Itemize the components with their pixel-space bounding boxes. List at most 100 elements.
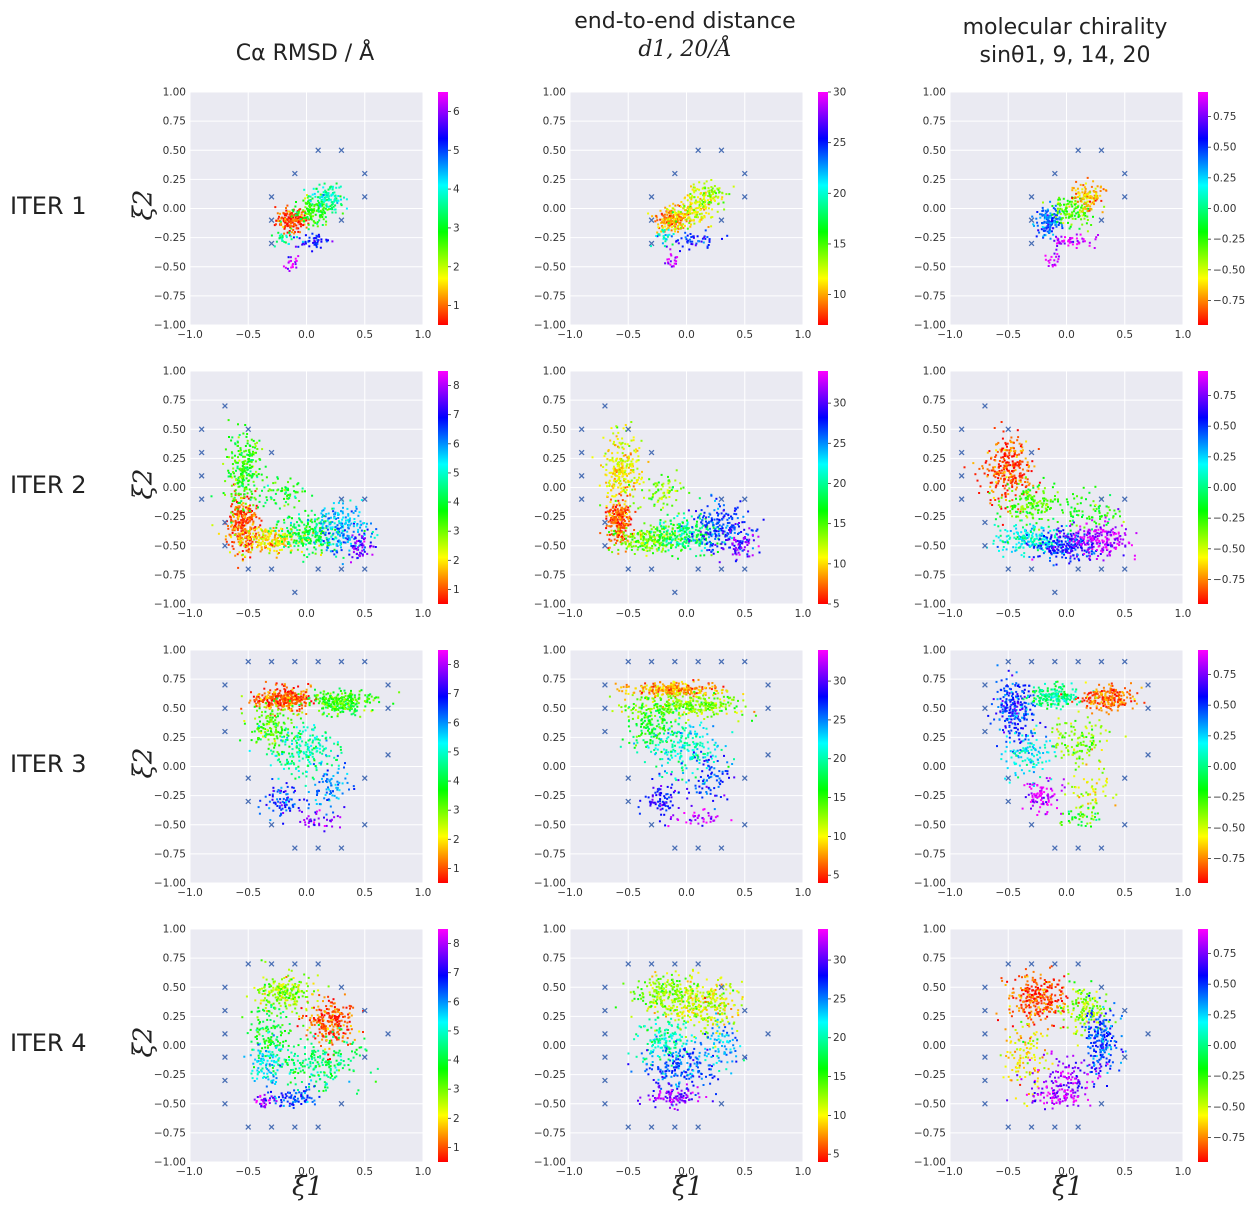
scatter-point bbox=[1046, 230, 1049, 233]
scatter-point bbox=[1033, 495, 1036, 498]
scatter-point bbox=[248, 460, 251, 463]
scatter-point bbox=[240, 530, 243, 533]
scatter-point bbox=[616, 465, 619, 468]
scatter-point bbox=[331, 533, 334, 536]
scatter-point bbox=[609, 501, 612, 504]
scatter-point bbox=[241, 485, 244, 488]
scatter-point bbox=[314, 529, 317, 531]
center-marker bbox=[648, 217, 655, 224]
scatter-point bbox=[299, 535, 302, 538]
scatter-point bbox=[228, 436, 230, 438]
scatter-point bbox=[694, 244, 697, 247]
scatter-point bbox=[337, 528, 340, 530]
scatter-point bbox=[248, 464, 251, 467]
scatter-point bbox=[725, 512, 728, 515]
scatter-point bbox=[1065, 524, 1068, 527]
scatter-point bbox=[717, 188, 720, 191]
scatter-point bbox=[320, 199, 323, 201]
scatter-point bbox=[694, 539, 697, 542]
scatter-point bbox=[1049, 557, 1051, 559]
scatter-point bbox=[1035, 533, 1038, 536]
scatter-point bbox=[325, 525, 328, 528]
scatter-point bbox=[260, 543, 263, 546]
scatter-point bbox=[1016, 511, 1019, 513]
scatter-point bbox=[309, 542, 312, 545]
scatter-point bbox=[620, 535, 623, 538]
center-marker bbox=[268, 217, 275, 224]
scatter-point bbox=[1060, 218, 1063, 221]
scatter-point bbox=[244, 445, 247, 447]
scatter-point bbox=[261, 548, 263, 551]
scatter-point bbox=[616, 508, 619, 511]
scatter-point bbox=[635, 460, 638, 463]
scatter-point bbox=[667, 228, 670, 231]
scatter-point bbox=[1083, 240, 1086, 243]
scatter-point bbox=[292, 229, 295, 231]
colorbar-tick-label: 2 bbox=[453, 261, 460, 273]
scatter-point bbox=[334, 526, 337, 529]
scatter-point bbox=[308, 239, 311, 242]
scatter-point bbox=[251, 543, 254, 546]
scatter-point bbox=[607, 520, 610, 523]
scatter-point bbox=[995, 443, 997, 446]
scatter-point bbox=[298, 517, 301, 520]
scatter-point bbox=[629, 536, 632, 538]
scatter-point bbox=[662, 237, 665, 240]
scatter-point bbox=[1082, 196, 1085, 199]
scatter-point bbox=[1038, 518, 1041, 520]
scatter-point bbox=[687, 527, 690, 530]
scatter-point bbox=[320, 512, 323, 515]
scatter-point bbox=[656, 231, 659, 234]
scatter-point bbox=[232, 471, 235, 474]
scatter-point bbox=[1015, 497, 1017, 500]
scatter-point bbox=[295, 201, 297, 203]
scatter-point bbox=[701, 203, 704, 206]
scatter-point bbox=[628, 457, 630, 460]
scatter-point bbox=[326, 525, 329, 528]
scatter-point bbox=[632, 469, 635, 471]
scatter-point bbox=[699, 218, 702, 221]
scatter-point bbox=[295, 224, 298, 227]
scatter-point bbox=[294, 213, 297, 215]
scatter-point bbox=[294, 491, 297, 494]
scatter-point bbox=[623, 526, 626, 529]
scatter-point bbox=[369, 545, 372, 548]
scatter-point bbox=[1003, 471, 1006, 474]
scatter-point bbox=[284, 241, 287, 244]
scatter-point bbox=[300, 223, 302, 226]
scatter-point bbox=[1069, 238, 1072, 241]
scatter-point bbox=[1032, 524, 1035, 527]
scatter-point bbox=[248, 457, 251, 460]
scatter-point bbox=[331, 550, 334, 553]
scatter-point bbox=[361, 553, 364, 556]
scatter-point bbox=[1080, 206, 1083, 209]
scatter-point bbox=[1094, 195, 1097, 198]
scatter-point bbox=[707, 190, 710, 193]
scatter-point bbox=[721, 518, 724, 521]
scatter-point bbox=[278, 542, 281, 545]
scatter-point bbox=[1042, 502, 1045, 505]
scatter-point bbox=[598, 484, 601, 487]
scatter-point bbox=[610, 517, 613, 520]
y-tick-label: 0.25 bbox=[923, 453, 946, 465]
scatter-point bbox=[233, 527, 235, 529]
scatter-point bbox=[341, 529, 344, 532]
scatter-point bbox=[688, 209, 691, 212]
scatter-point bbox=[624, 454, 627, 457]
scatter-point bbox=[1093, 247, 1096, 249]
scatter-point bbox=[611, 485, 614, 488]
scatter-point bbox=[1042, 476, 1045, 479]
scatter-point bbox=[699, 204, 702, 207]
scatter-point bbox=[1090, 185, 1093, 188]
scatter-point bbox=[241, 521, 244, 524]
x-tick-label: 0.5 bbox=[736, 608, 753, 620]
scatter-point bbox=[704, 203, 707, 206]
scatter-point bbox=[315, 525, 318, 528]
scatter-point bbox=[704, 193, 707, 196]
scatter-point bbox=[315, 237, 318, 240]
scatter-point bbox=[1088, 244, 1091, 247]
scatter-point bbox=[633, 537, 636, 539]
scatter-point bbox=[1081, 210, 1084, 213]
scatter-point bbox=[260, 519, 263, 522]
scatter-point bbox=[660, 534, 663, 537]
